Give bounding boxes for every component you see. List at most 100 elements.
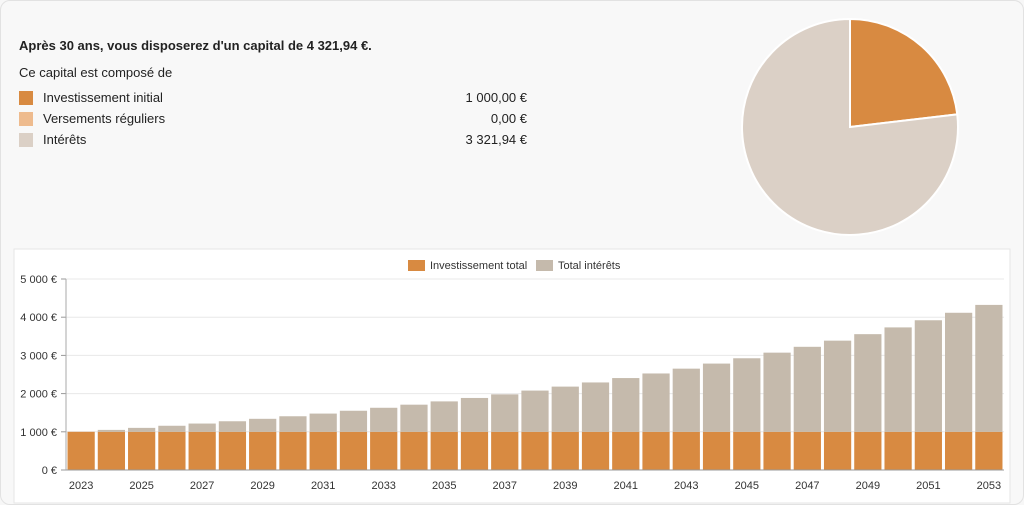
bar-interest-2030	[279, 416, 307, 432]
legend-swatch-0	[408, 260, 425, 271]
bar-investment-2039	[551, 431, 579, 470]
bar-investment-2046	[763, 431, 791, 470]
composition-label-regular: Versements réguliers	[43, 111, 166, 126]
bar-investment-2028	[218, 431, 247, 470]
legend-label-1: Total intérêts	[558, 260, 621, 272]
composition-row-regular: Versements réguliers 0,00 €	[19, 111, 539, 132]
bar-investment-2044	[702, 431, 731, 470]
bar-investment-2035	[430, 431, 458, 470]
composition-pie-chart	[741, 17, 959, 236]
pie-slice-0	[849, 17, 959, 129]
bar-interest-2049	[854, 334, 882, 432]
chart-legend: Investissement total Total intérêts	[408, 260, 621, 272]
bar-interest-2047	[793, 346, 821, 432]
composition-value-regular: 0,00 €	[490, 111, 527, 126]
bar-investment-2042	[642, 431, 670, 470]
bar-interest-2048	[823, 340, 852, 432]
bar-interest-2029	[249, 418, 277, 432]
bar-interest-2033	[370, 407, 398, 432]
x-tick-label: 2051	[916, 480, 940, 492]
x-tick-label: 2035	[432, 480, 456, 492]
bar-interest-2051	[914, 320, 942, 432]
bar-investment-2038	[521, 431, 549, 470]
bar-investment-2036	[460, 431, 489, 470]
bar-interest-2027	[188, 423, 216, 432]
x-tick-label: 2049	[856, 480, 880, 492]
bar-interest-2032	[339, 410, 368, 432]
bar-interest-2041	[612, 378, 640, 432]
bar-interest-2046	[763, 352, 791, 432]
legend-swatch-1	[536, 260, 553, 271]
bar-investment-2050	[884, 431, 912, 470]
composition-table: Investissement initial 1 000,00 € Versem…	[19, 90, 539, 153]
bar-interest-2025	[128, 427, 156, 432]
bar-interest-2035	[430, 401, 458, 432]
y-tick-label: 3 000 €	[20, 350, 57, 362]
swatch-initial	[19, 91, 33, 105]
x-tick-label: 2023	[69, 480, 93, 492]
bar-interest-2050	[884, 327, 912, 432]
bar-investment-2023	[67, 431, 95, 470]
bar-interest-2053	[975, 304, 1003, 432]
bar-investment-2048	[823, 431, 852, 470]
bar-investment-2033	[370, 431, 398, 470]
bar-interest-2043	[672, 368, 700, 432]
x-tick-label: 2047	[795, 480, 819, 492]
y-tick-label: 4 000 €	[20, 312, 57, 324]
x-tick-label: 2029	[250, 480, 274, 492]
x-tick-label: 2025	[129, 480, 153, 492]
bar-interest-2042	[642, 373, 670, 432]
bar-investment-2043	[672, 431, 700, 470]
bar-investment-2024	[97, 431, 126, 470]
x-tick-label: 2041	[614, 480, 638, 492]
swatch-regular	[19, 112, 33, 126]
y-tick-label: 0 €	[42, 465, 57, 477]
y-tick-label: 5 000 €	[20, 274, 57, 286]
bar-investment-2025	[128, 431, 156, 470]
bar-investment-2051	[914, 431, 942, 470]
composition-label-initial: Investissement initial	[43, 90, 163, 105]
x-tick-label: 2037	[492, 480, 516, 492]
x-tick-label: 2033	[371, 480, 395, 492]
bar-investment-2032	[339, 431, 368, 470]
bar-investment-2041	[612, 431, 640, 470]
composition-row-interest: Intérêts 3 321,94 €	[19, 132, 539, 153]
bar-investment-2027	[188, 431, 216, 470]
y-tick-label: 2 000 €	[20, 389, 57, 401]
x-tick-label: 2045	[735, 480, 759, 492]
summary-headline: Après 30 ans, vous disposerez d'un capit…	[19, 38, 372, 53]
bar-interest-2040	[581, 382, 610, 432]
bar-interest-2028	[218, 421, 247, 432]
composition-label-interest: Intérêts	[43, 132, 87, 147]
capital-bar-chart: Investissement total Total intérêts 0 € 1 0…	[13, 248, 1011, 504]
x-tick-label: 2031	[311, 480, 335, 492]
composition-row-initial: Investissement initial 1 000,00 €	[19, 90, 539, 111]
bar-interest-2036	[460, 397, 489, 432]
composition-value-initial: 1 000,00 €	[465, 90, 527, 105]
bar-interest-2037	[491, 394, 519, 432]
bar-investment-2040	[581, 431, 610, 470]
bar-investment-2037	[491, 431, 519, 470]
bar-interest-2034	[400, 404, 428, 432]
pie-slice-2	[741, 17, 959, 236]
y-tick-label: 1 000 €	[20, 427, 57, 439]
swatch-interest	[19, 133, 33, 147]
bar-interest-2031	[309, 413, 337, 432]
bar-investment-2052	[944, 431, 973, 470]
bar-investment-2053	[975, 431, 1003, 470]
legend-label-0: Investissement total	[430, 260, 527, 272]
bar-investment-2030	[279, 431, 307, 470]
composition-label: Ce capital est composé de	[19, 65, 173, 80]
bar-interest-2044	[702, 363, 731, 432]
bar-investment-2031	[309, 431, 337, 470]
x-tick-label: 2043	[674, 480, 698, 492]
bar-interest-2052	[944, 312, 973, 432]
bar-investment-2047	[793, 431, 821, 470]
bar-interest-2045	[733, 358, 761, 432]
bar-investment-2049	[854, 431, 882, 470]
x-tick-label: 2027	[190, 480, 214, 492]
x-tick-label: 2039	[553, 480, 577, 492]
composition-value-interest: 3 321,94 €	[465, 132, 527, 147]
bar-investment-2045	[733, 431, 761, 470]
bar-investment-2029	[249, 431, 277, 470]
